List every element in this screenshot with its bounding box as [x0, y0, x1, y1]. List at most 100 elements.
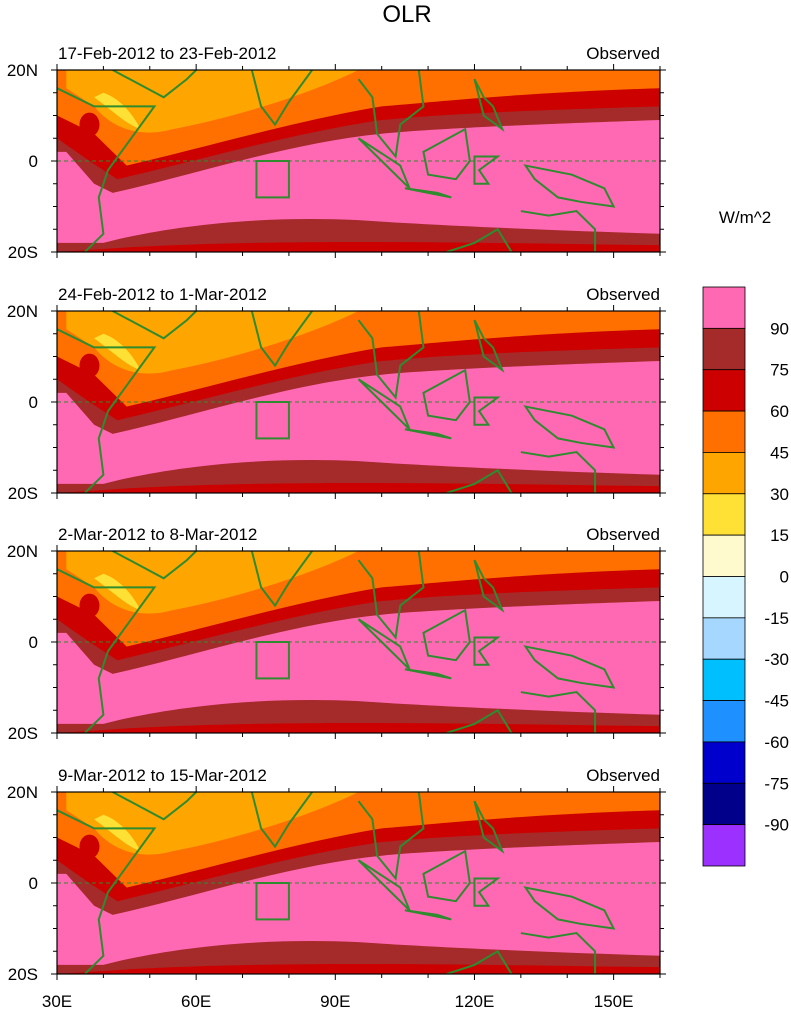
- colorbar-label: -60: [764, 733, 789, 752]
- colorbar: 90 75 60 45 30 15 0 -15 -30 -45 -60 -75 -90: [702, 286, 789, 867]
- map-panel: 20N 0 20S 17-Feb-2012 to 23-Feb-2012 Observe…: [7, 44, 666, 262]
- colorbar-label: 45: [770, 443, 789, 462]
- x-tick-label: 60E: [181, 992, 211, 1011]
- olr-contour: [66, 551, 359, 614]
- coastline: [112, 551, 197, 580]
- y-tick-label: 0: [29, 874, 38, 893]
- colorbar-swatch: [702, 576, 746, 619]
- coastline: [57, 328, 157, 493]
- coastline: [523, 164, 616, 208]
- x-tick-label: 150E: [594, 992, 634, 1011]
- coastline: [473, 877, 501, 907]
- colorbar-swatch: [702, 452, 746, 495]
- olr-contour: [79, 834, 100, 859]
- y-tick-label: 0: [29, 633, 38, 652]
- colorbar-label: 60: [770, 402, 789, 421]
- coastline: [112, 311, 197, 340]
- coastline: [446, 949, 513, 974]
- coastline: [523, 405, 616, 449]
- coastline: [473, 559, 505, 614]
- y-tick-label: 20N: [7, 302, 38, 321]
- colorbar-units: W/m^2: [719, 208, 771, 227]
- panel-period: 24-Feb-2012 to 1-Mar-2012: [58, 285, 267, 304]
- colorbar-swatch: [702, 700, 746, 743]
- coastline: [357, 311, 425, 400]
- olr-contour: [79, 112, 100, 137]
- coastline: [250, 551, 313, 608]
- coastline: [357, 70, 425, 159]
- region-box: [255, 401, 290, 440]
- coastline: [422, 849, 471, 903]
- colorbar-swatch: [702, 493, 746, 536]
- panels: 20N 0 20S 17-Feb-2012 to 23-Feb-2012 Observe…: [7, 44, 666, 984]
- panel-period: 9-Mar-2012 to 15-Mar-2012: [58, 766, 267, 785]
- coastline: [446, 227, 513, 252]
- panel-period: 17-Feb-2012 to 23-Feb-2012: [58, 44, 276, 63]
- colorbar-label: 0: [780, 568, 789, 587]
- colorbar-swatch: [702, 369, 746, 412]
- panel-label: Observed: [586, 525, 660, 544]
- colorbar-label: 15: [770, 526, 789, 545]
- coastline: [520, 931, 597, 974]
- olr-contour: [94, 92, 141, 130]
- y-tick-label: 0: [29, 152, 38, 171]
- olr-contour: [94, 333, 141, 371]
- coastline: [404, 187, 452, 199]
- coastline: [57, 809, 157, 974]
- olr-field: [57, 311, 660, 493]
- y-tick-label: 20S: [8, 484, 38, 503]
- colorbar-label: -75: [764, 774, 789, 793]
- coastline: [404, 668, 452, 680]
- map-panel: 20N 0 20S 9-Mar-2012 to 15-Mar-2012 Observed: [7, 766, 666, 984]
- coastline: [357, 792, 425, 881]
- x-tick-label: 90E: [320, 992, 350, 1011]
- colorbar-swatch: [702, 286, 746, 329]
- colorbar-swatch: [702, 534, 746, 577]
- colorbar-swatch: [702, 658, 746, 701]
- coastline: [473, 396, 501, 426]
- coastline: [422, 368, 471, 422]
- colorbar-swatch: [702, 617, 746, 660]
- region-box: [255, 641, 290, 680]
- coastline: [523, 886, 616, 930]
- olr-contour: [94, 814, 141, 852]
- coastline: [422, 608, 471, 662]
- colorbar-label: -15: [764, 609, 789, 628]
- y-tick-label: 20N: [7, 61, 38, 80]
- olr-field: [57, 551, 660, 733]
- coastline: [404, 909, 452, 921]
- olr-field: [57, 70, 660, 252]
- coastline: [112, 70, 197, 99]
- coastline: [520, 690, 597, 733]
- coastline: [112, 792, 197, 821]
- colorbar-label: 90: [770, 319, 789, 338]
- olr-contour: [79, 593, 100, 618]
- coastline: [523, 645, 616, 689]
- y-tick-label: 20N: [7, 542, 38, 561]
- colorbar-label: 75: [770, 361, 789, 380]
- coastline: [520, 209, 597, 252]
- coastline: [404, 428, 452, 440]
- region-box: [255, 160, 290, 199]
- map-panel: 20N 0 20S 2-Mar-2012 to 8-Mar-2012 Observed: [7, 525, 666, 743]
- olr-contour: [79, 353, 100, 378]
- panel-label: Observed: [586, 766, 660, 785]
- coastline: [250, 70, 313, 127]
- x-tick-label: 120E: [455, 992, 495, 1011]
- panel-period: 2-Mar-2012 to 8-Mar-2012: [58, 525, 257, 544]
- coastline: [250, 792, 313, 849]
- coastline: [473, 800, 505, 855]
- colorbar-swatch: [702, 824, 746, 867]
- coastline: [520, 450, 597, 493]
- colorbar-swatch: [702, 741, 746, 784]
- coastline: [57, 87, 157, 252]
- olr-contour: [66, 311, 359, 374]
- colorbar-label: -90: [764, 816, 789, 835]
- y-tick-label: 20N: [7, 783, 38, 802]
- colorbar-swatch: [702, 410, 746, 453]
- region-box: [255, 882, 290, 921]
- y-tick-label: 20S: [8, 965, 38, 984]
- colorbar-label: -30: [764, 650, 789, 669]
- coastline: [446, 468, 513, 493]
- coastline: [250, 311, 313, 368]
